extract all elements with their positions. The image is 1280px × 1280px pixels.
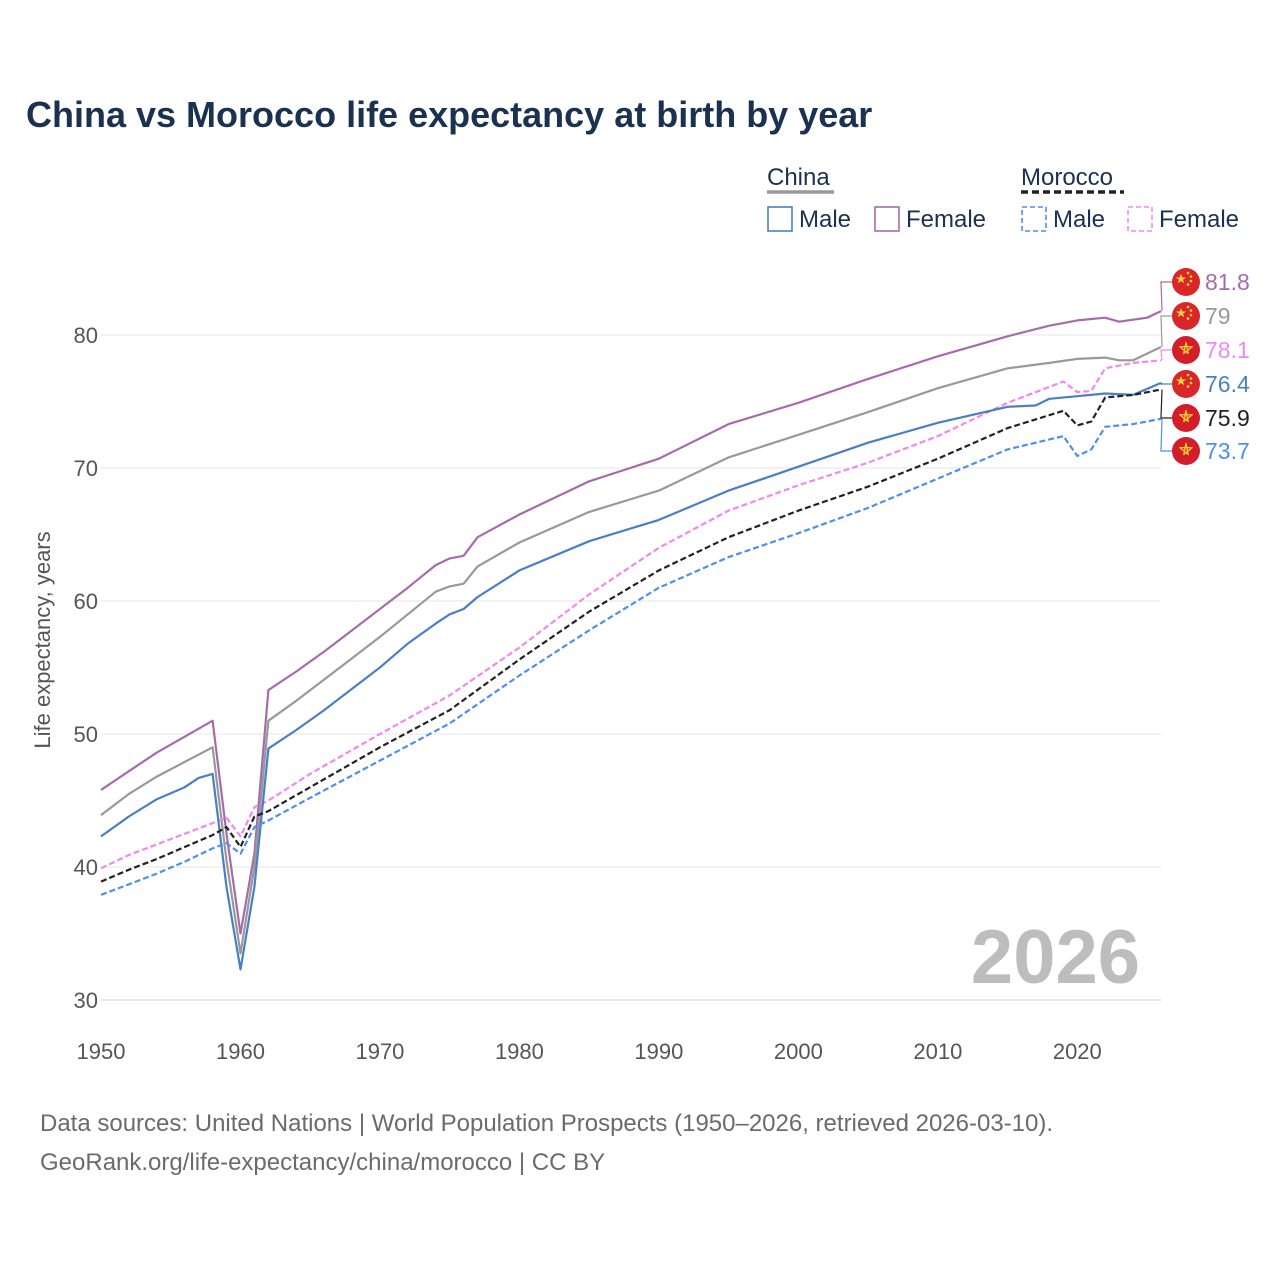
- end-label-china-male: 76.4: [1159, 370, 1250, 398]
- y-tick-60: 60: [74, 589, 98, 614]
- series-line-china-female[interactable]: [100, 310, 1162, 935]
- x-tick-2000: 2000: [774, 1039, 823, 1064]
- end-value: 78.1: [1205, 337, 1250, 363]
- end-labels: 81.8 79 78.1 76.4 75.9 73.7: [1159, 268, 1250, 466]
- morocco-flag-icon: [1171, 403, 1201, 433]
- leader-line: [1159, 382, 1172, 385]
- y-tick-30: 30: [74, 988, 98, 1013]
- leader-line: [1160, 389, 1172, 419]
- series-line-morocco-female[interactable]: [100, 359, 1162, 870]
- end-value: 73.7: [1205, 438, 1250, 464]
- y-tick-40: 40: [74, 855, 98, 880]
- legend-morocco-male[interactable]: Male: [1021, 206, 1105, 233]
- series-line-china[interactable]: [100, 346, 1162, 955]
- legend-china-female[interactable]: Female: [874, 206, 986, 233]
- legend-morocco-female-label: Female: [1159, 206, 1239, 233]
- end-value: 79: [1205, 303, 1231, 329]
- legend-morocco-female[interactable]: Female: [1127, 206, 1239, 233]
- series-lines: [100, 310, 1162, 971]
- legend: China Male Female Morocco Male Female: [767, 164, 1239, 233]
- x-tick-1960: 1960: [216, 1039, 265, 1064]
- end-label-china-female: 81.8: [1160, 268, 1250, 312]
- china-flag-icon: [1172, 268, 1200, 296]
- leader-line: [1160, 349, 1172, 361]
- legend-group-morocco[interactable]: Morocco: [1021, 164, 1124, 194]
- y-axis-label: Life expectancy, years: [30, 531, 55, 748]
- leader-line: [1160, 281, 1172, 312]
- end-label-morocco-male: 73.7: [1160, 418, 1250, 466]
- end-value: 76.4: [1205, 371, 1250, 397]
- year-watermark: 2026: [971, 915, 1140, 1000]
- end-value: 75.9: [1205, 405, 1250, 431]
- y-axis: 30 40 50 60 70 80: [74, 323, 98, 1013]
- series-line-china-male[interactable]: [100, 381, 1162, 971]
- morocco-flag-icon: [1171, 335, 1201, 365]
- x-tick-1970: 1970: [355, 1039, 404, 1064]
- legend-china-male[interactable]: Male: [767, 206, 851, 233]
- x-axis: 1950 1960 1970 1980 1990 2000 2010 2020: [77, 1039, 1102, 1064]
- leader-line: [1160, 418, 1172, 452]
- leader-line: [1160, 315, 1172, 348]
- y-tick-80: 80: [74, 323, 98, 348]
- end-label-morocco: 75.9: [1160, 389, 1250, 433]
- end-label-morocco-female: 78.1: [1160, 335, 1250, 365]
- morocco-flag-icon: [1171, 436, 1201, 466]
- series-line-morocco[interactable]: [100, 388, 1162, 883]
- x-tick-1990: 1990: [634, 1039, 683, 1064]
- legend-china-male-swatch: [767, 206, 793, 232]
- legend-morocco-male-swatch: [1021, 206, 1047, 232]
- line-chart: 30 40 50 60 70 80 1950 1960 1970 1980 1990 2000 201…: [30, 164, 1250, 1064]
- y-tick-70: 70: [74, 456, 98, 481]
- china-flag-icon: [1172, 302, 1200, 330]
- legend-morocco-label: Morocco: [1021, 164, 1113, 191]
- legend-china-male-label: Male: [799, 206, 851, 233]
- legend-china-female-swatch: [874, 206, 900, 232]
- data-source-text: Data sources: United Nations | World Pop…: [40, 1110, 1054, 1137]
- end-value: 81.8: [1205, 269, 1250, 295]
- y-tick-50: 50: [74, 722, 98, 747]
- footer: Data sources: United Nations | World Pop…: [40, 1104, 1053, 1182]
- legend-china-label: China: [767, 164, 830, 191]
- grid: [101, 334, 1161, 1001]
- source-link[interactable]: GeoRank.org/life-expectancy/china/morocc…: [40, 1149, 606, 1176]
- x-tick-1980: 1980: [495, 1039, 544, 1064]
- x-tick-1950: 1950: [77, 1039, 126, 1064]
- china-flag-icon: [1172, 370, 1200, 398]
- x-tick-2020: 2020: [1053, 1039, 1102, 1064]
- legend-morocco-male-label: Male: [1053, 206, 1105, 233]
- legend-china-female-label: Female: [906, 206, 986, 233]
- legend-group-china[interactable]: China: [767, 164, 834, 194]
- series-line-morocco-male[interactable]: [100, 417, 1162, 896]
- legend-morocco-female-swatch: [1127, 206, 1153, 232]
- chart-title: China vs Morocco life expectancy at birt…: [26, 94, 873, 135]
- end-label-china: 79: [1160, 302, 1231, 348]
- x-tick-2010: 2010: [913, 1039, 962, 1064]
